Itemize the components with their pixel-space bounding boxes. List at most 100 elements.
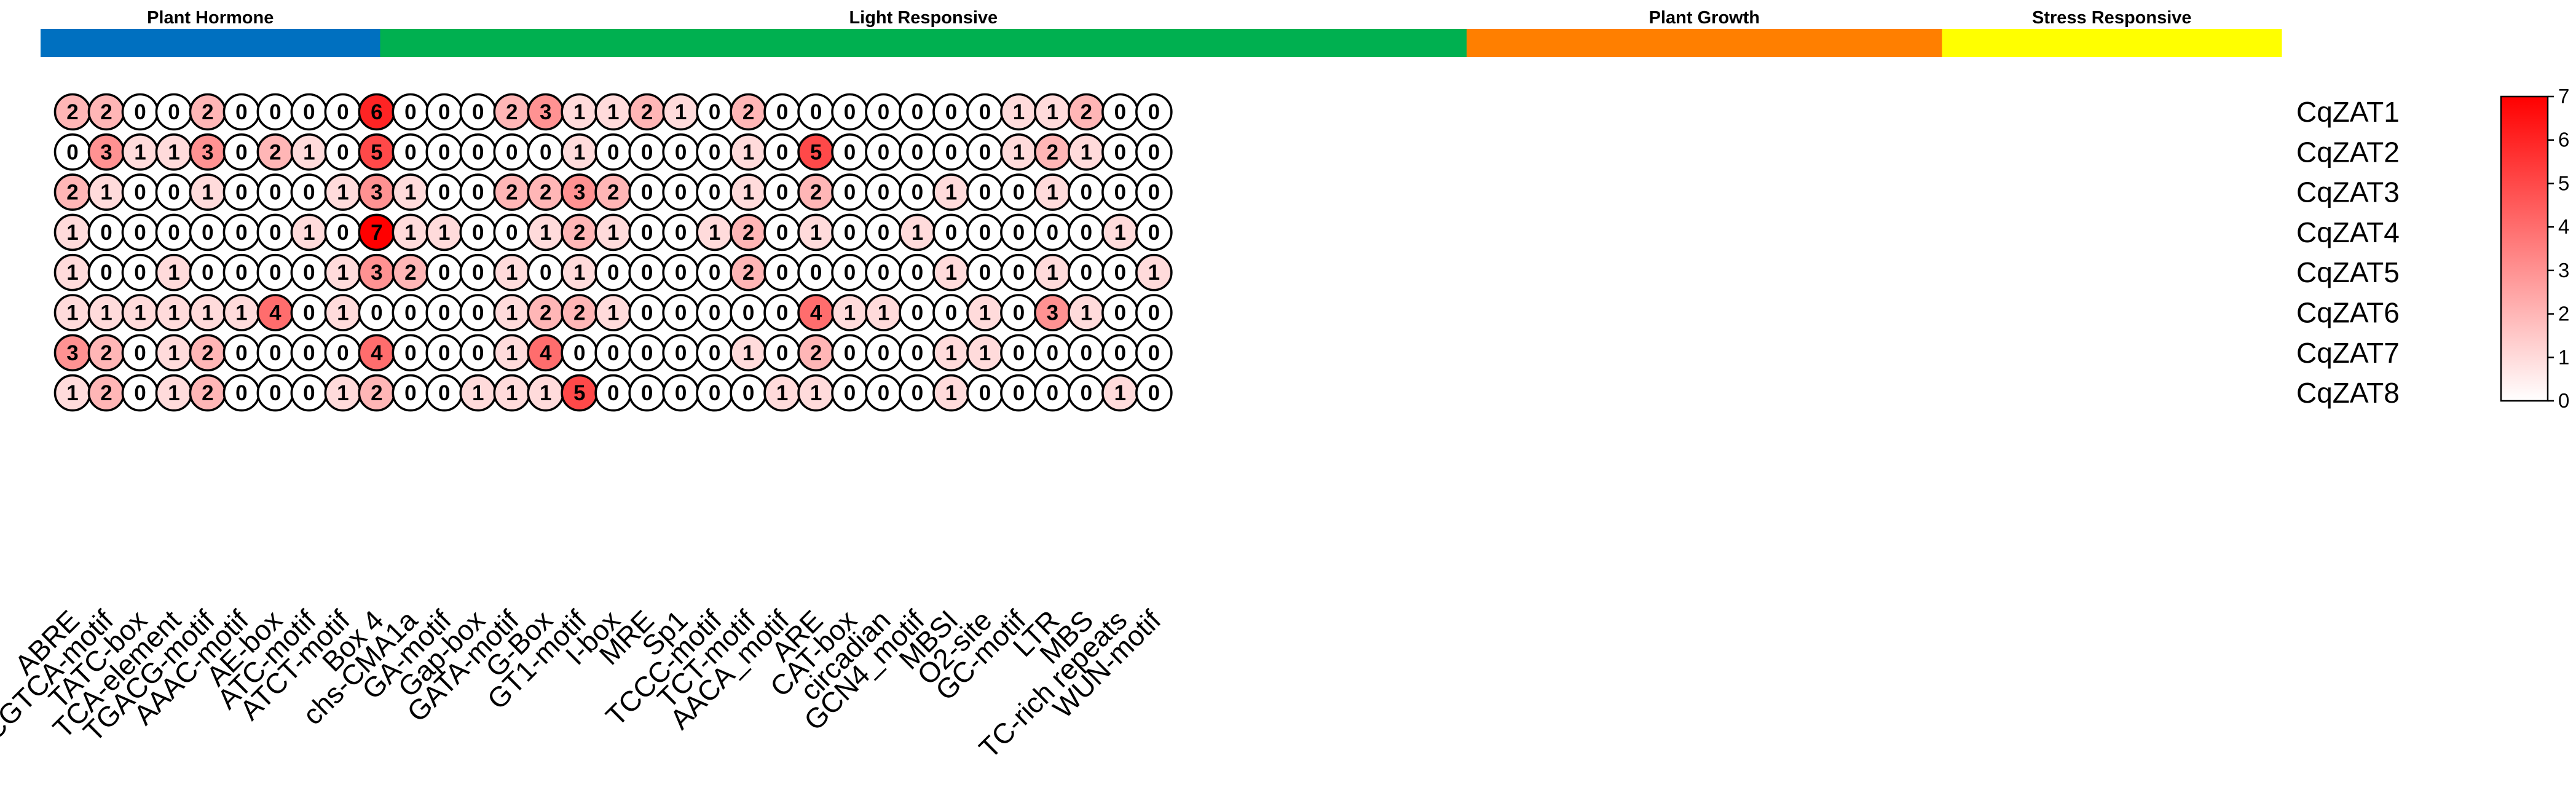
cell-value: 1 (506, 261, 518, 285)
cell-value: 0 (168, 100, 179, 124)
cell-value: 0 (709, 301, 720, 325)
cell-value: 1 (742, 181, 754, 205)
cell-value: 1 (979, 341, 991, 365)
legend-tick-label: 2 (2558, 302, 2569, 325)
cell-value: 1 (945, 261, 957, 285)
cell-value: 0 (438, 341, 450, 365)
cell-value: 1 (404, 181, 416, 205)
cell-value: 0 (1081, 381, 1092, 405)
cell-CqZAT3-WUN-motif (1135, 173, 1173, 211)
legend-tick-label: 6 (2558, 128, 2569, 151)
cell-value: 1 (1047, 181, 1058, 205)
cell-value: 0 (202, 221, 213, 245)
cell-value: 0 (675, 181, 687, 205)
cell-value: 2 (540, 301, 551, 325)
cell-value: 0 (878, 100, 889, 124)
cell-value: 0 (134, 100, 146, 124)
cell-value: 0 (844, 381, 856, 405)
cell-value: 0 (1114, 301, 1126, 325)
cell-value: 5 (371, 140, 382, 164)
cell-value: 0 (506, 140, 518, 164)
cell-value: 2 (742, 261, 754, 285)
cell-value: 0 (979, 181, 991, 205)
cell-value: 1 (66, 381, 78, 405)
cell-value: 7 (371, 221, 382, 245)
category-bar-1 (380, 29, 1467, 57)
cell-value: 0 (235, 181, 247, 205)
cell-value: 0 (1114, 181, 1126, 205)
cell-value: 1 (776, 381, 788, 405)
legend-tick-label: 4 (2558, 215, 2569, 238)
cell-value: 0 (675, 140, 687, 164)
cell-value: 0 (709, 261, 720, 285)
cell-value: 0 (1081, 261, 1092, 285)
cell-value: 0 (878, 221, 889, 245)
cell-value: 0 (776, 100, 788, 124)
cell-value: 0 (709, 341, 720, 365)
cell-value: 0 (134, 341, 146, 365)
cell-value: 1 (573, 140, 585, 164)
cell-value: 0 (979, 140, 991, 164)
cell-value: 0 (844, 341, 856, 365)
cell-value: 1 (1148, 261, 1160, 285)
cell-value: 2 (100, 381, 112, 405)
cell-value: 0 (844, 140, 856, 164)
cell-value: 2 (100, 341, 112, 365)
cell-CqZAT6-WUN-motif (1135, 294, 1173, 331)
legend-tick-label: 7 (2558, 85, 2569, 108)
cell-value: 0 (776, 140, 788, 164)
cell-value: 0 (1047, 381, 1058, 405)
cell-value: 1 (742, 341, 754, 365)
row-label-CqZAT3: CqZAT3 (2296, 176, 2400, 208)
row-label-CqZAT1: CqZAT1 (2296, 96, 2400, 128)
cell-value: 1 (1047, 261, 1058, 285)
cell-value: 0 (235, 261, 247, 285)
cell-value: 1 (1081, 301, 1092, 325)
cell-value: 1 (66, 261, 78, 285)
heatmap-cells: 2 2 0 0 2 0 0 0 0 6 0 0 0 2 3 1 1 2 1 0 2 0 0 0 0 0 0 0 1 1 2 0 00 3 1 1 3 0 2… (53, 93, 1173, 412)
cell-value: 0 (945, 100, 957, 124)
cell-value: 0 (709, 181, 720, 205)
cell-value: 0 (269, 381, 281, 405)
cell-value: 0 (438, 261, 450, 285)
cell-value: 0 (1148, 100, 1160, 124)
cell-value: 1 (912, 221, 923, 245)
cell-value: 5 (573, 381, 585, 405)
cell-value: 0 (235, 140, 247, 164)
cell-value: 2 (404, 261, 416, 285)
cell-value: 0 (337, 100, 349, 124)
cell-value: 0 (878, 381, 889, 405)
cell-value: 1 (438, 221, 450, 245)
cell-value: 0 (371, 301, 382, 325)
cell-value: 0 (1114, 100, 1126, 124)
cell-value: 0 (438, 140, 450, 164)
cell-value: 0 (235, 100, 247, 124)
cell-value: 1 (573, 100, 585, 124)
cell-value: 1 (540, 381, 551, 405)
cell-value: 0 (303, 341, 315, 365)
cell-value: 0 (404, 140, 416, 164)
cell-value: 1 (844, 301, 856, 325)
cell-value: 0 (472, 301, 484, 325)
cell-value: 0 (303, 261, 315, 285)
cell-value: 0 (337, 341, 349, 365)
cell-value: 0 (607, 381, 619, 405)
cell-value: 0 (1047, 221, 1058, 245)
cell-value: 0 (404, 381, 416, 405)
cell-value: 1 (202, 301, 213, 325)
cell-value: 3 (371, 261, 382, 285)
cell-value: 0 (303, 181, 315, 205)
cell-value: 2 (742, 100, 754, 124)
cell-value: 1 (1114, 221, 1126, 245)
cell-value: 0 (1148, 341, 1160, 365)
column-labels: ABRECGTCA-motifTATC-boxTCA-elementTGACG-… (0, 604, 1167, 764)
cell-value: 2 (810, 341, 822, 365)
cell-value: 0 (878, 341, 889, 365)
cell-value: 1 (945, 341, 957, 365)
cell-value: 1 (134, 140, 146, 164)
cell-value: 0 (472, 261, 484, 285)
cell-value: 4 (269, 301, 282, 325)
legend-color-bar (2500, 95, 2549, 402)
cell-value: 2 (607, 181, 619, 205)
cell-value: 0 (1148, 301, 1160, 325)
